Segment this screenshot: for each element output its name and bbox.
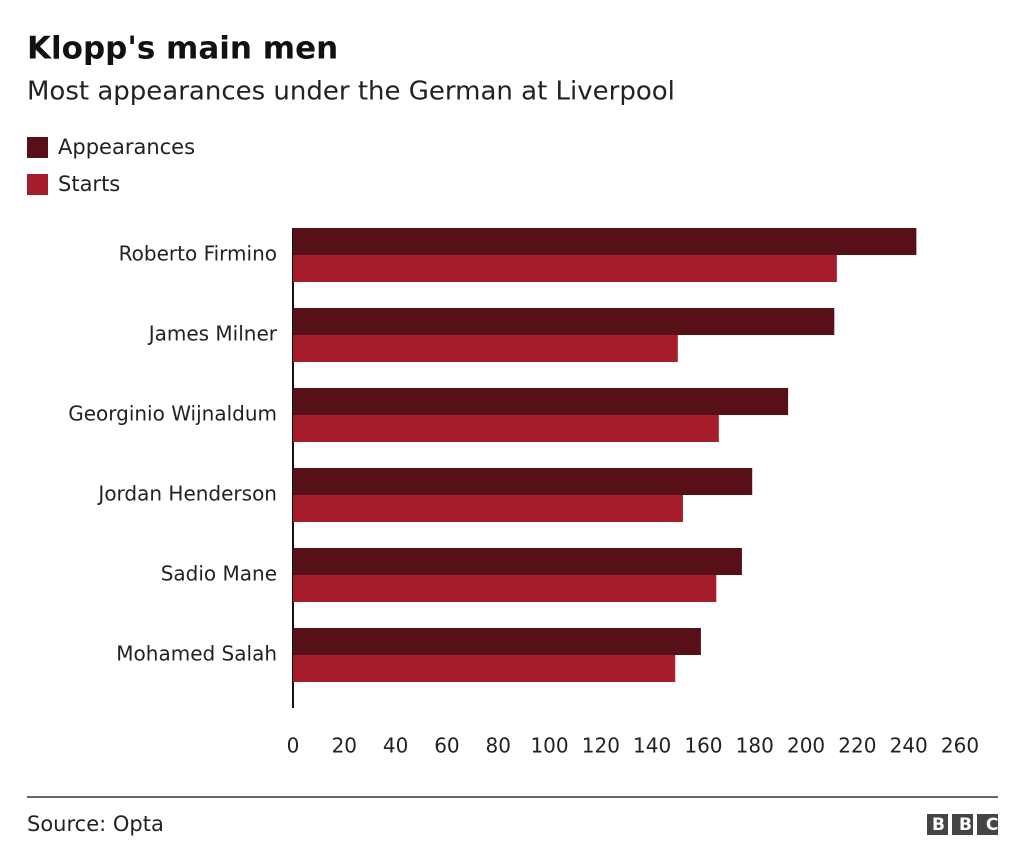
bar bbox=[293, 335, 678, 362]
x-tick-label: 240 bbox=[890, 734, 928, 758]
y-tick-label: Sadio Mane bbox=[161, 562, 277, 586]
chart-subtitle: Most appearances under the German at Liv… bbox=[27, 77, 675, 107]
x-tick-label: 20 bbox=[332, 734, 357, 758]
bar bbox=[293, 415, 719, 442]
logo: BBC bbox=[927, 814, 1012, 835]
y-tick-label: Mohamed Salah bbox=[116, 642, 277, 666]
logo-box bbox=[927, 814, 948, 835]
x-tick-label: 140 bbox=[633, 734, 671, 758]
y-tick-label: Jordan Henderson bbox=[96, 482, 277, 506]
bar bbox=[293, 388, 789, 415]
y-tick-label: Roberto Firmino bbox=[119, 242, 277, 266]
x-tick-label: 80 bbox=[486, 734, 511, 758]
bar bbox=[293, 308, 835, 335]
logo-text: BBC bbox=[932, 815, 1012, 835]
x-tick-label: 160 bbox=[684, 734, 722, 758]
chart-title: Klopp's main men bbox=[27, 31, 338, 67]
logo-box bbox=[952, 814, 973, 835]
y-tick-label: Georginio Wijnaldum bbox=[68, 402, 277, 426]
legend-swatch bbox=[27, 174, 48, 195]
bar bbox=[293, 575, 717, 602]
legend-label: Starts bbox=[58, 172, 120, 196]
bar bbox=[293, 655, 676, 682]
bar bbox=[293, 255, 837, 282]
bar bbox=[293, 228, 917, 255]
logo-box bbox=[977, 814, 998, 835]
x-tick-label: 0 bbox=[287, 734, 300, 758]
bar bbox=[293, 468, 753, 495]
x-tick-label: 100 bbox=[530, 734, 568, 758]
legend-label: Appearances bbox=[58, 135, 195, 159]
source: Source: Opta bbox=[27, 812, 164, 836]
y-tick-label: James Milner bbox=[147, 322, 278, 346]
x-tick-label: 60 bbox=[434, 734, 459, 758]
bar bbox=[293, 548, 742, 575]
legend-swatch bbox=[27, 137, 48, 158]
x-tick-label: 260 bbox=[941, 734, 979, 758]
x-tick-label: 180 bbox=[736, 734, 774, 758]
x-tick-label: 120 bbox=[582, 734, 620, 758]
bar bbox=[293, 495, 683, 522]
x-tick-label: 200 bbox=[787, 734, 825, 758]
x-tick-label: 40 bbox=[383, 734, 408, 758]
x-tick-label: 220 bbox=[838, 734, 876, 758]
bar bbox=[293, 628, 701, 655]
